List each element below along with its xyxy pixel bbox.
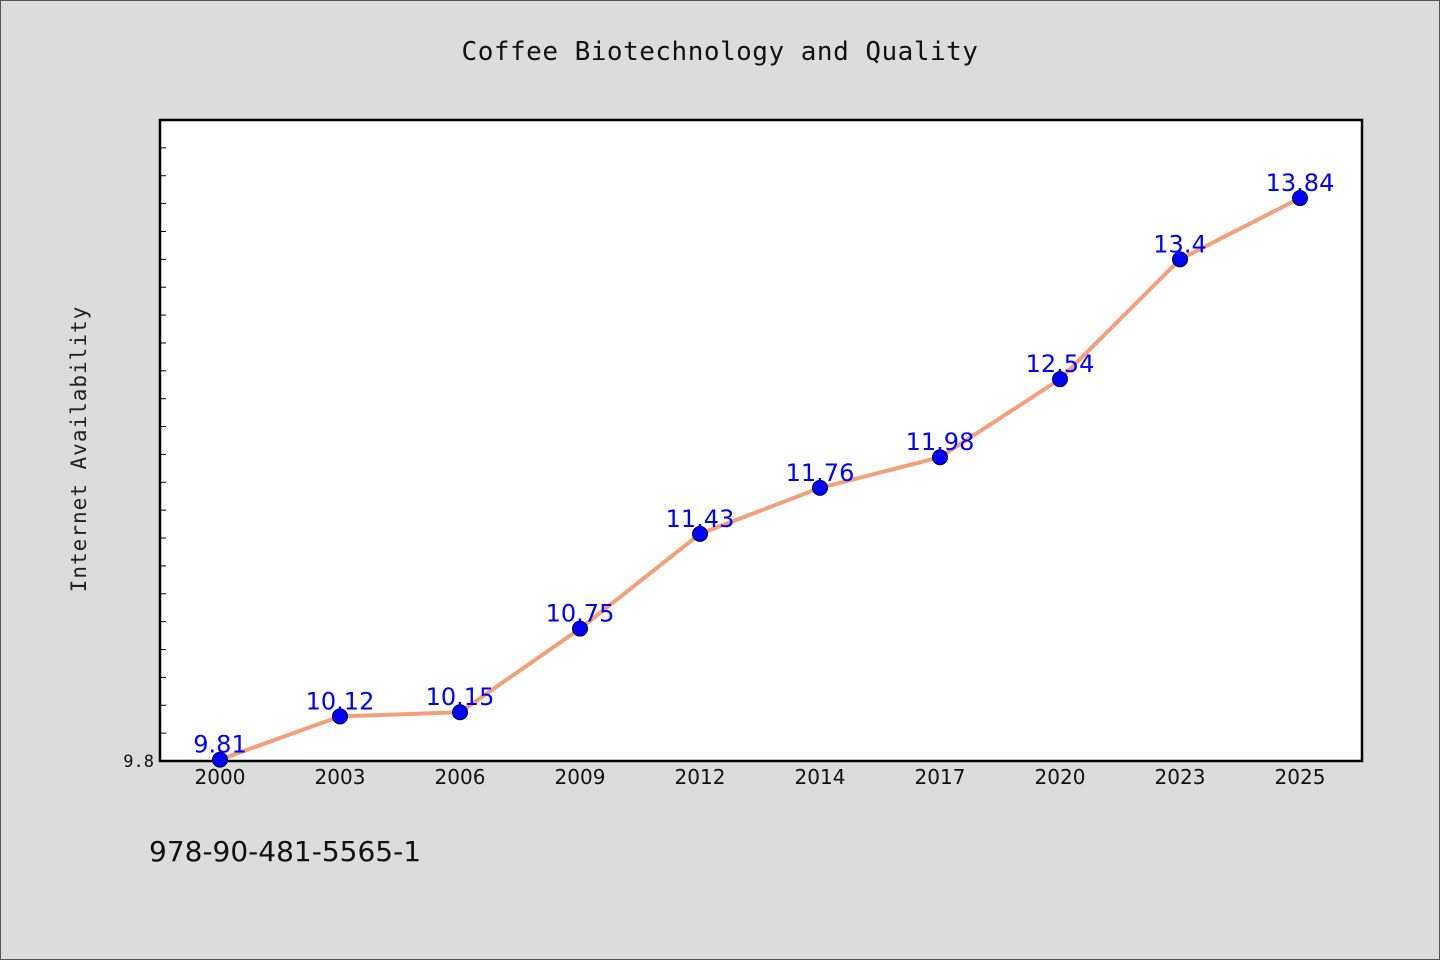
data-label: 10.12 xyxy=(306,687,375,715)
data-label: 12.54 xyxy=(1026,350,1095,378)
x-tick-label: 2000 xyxy=(195,765,246,789)
data-label: 11.76 xyxy=(786,459,855,487)
data-label: 11.43 xyxy=(666,505,735,533)
data-label: 9.81 xyxy=(193,731,246,759)
y-tick-label: 9.8 xyxy=(123,752,154,772)
data-label: 10.75 xyxy=(546,600,615,628)
data-point xyxy=(1052,371,1068,388)
data-label: 13.4 xyxy=(1153,230,1206,258)
data-point xyxy=(932,449,948,466)
data-label: 11.98 xyxy=(906,428,975,456)
x-tick-label: 2003 xyxy=(315,765,366,789)
x-tick-label: 2023 xyxy=(1155,765,1206,789)
plot-frame xyxy=(158,118,1364,763)
data-point xyxy=(692,525,708,542)
data-point xyxy=(1292,190,1308,207)
x-tick-label: 2020 xyxy=(1035,765,1086,789)
data-point xyxy=(452,704,468,721)
isbn-text: 978-90-481-5565-1 xyxy=(149,835,422,868)
data-point xyxy=(572,620,588,637)
x-tick-label: 2009 xyxy=(555,765,606,789)
data-label: 13.84 xyxy=(1266,169,1335,197)
data-point xyxy=(812,479,828,496)
chart-title: Coffee Biotechnology and Quality xyxy=(461,37,979,67)
x-tick-label: 2012 xyxy=(675,765,726,789)
data-point xyxy=(1172,251,1188,268)
data-point xyxy=(212,751,228,768)
x-tick-label: 2017 xyxy=(915,765,966,789)
x-tick-label: 2014 xyxy=(795,765,846,789)
x-tick-label: 2025 xyxy=(1275,765,1326,789)
data-point xyxy=(332,708,348,725)
x-tick-label: 2006 xyxy=(435,765,486,789)
data-label: 10.15 xyxy=(426,683,495,711)
series-line xyxy=(219,196,1301,762)
